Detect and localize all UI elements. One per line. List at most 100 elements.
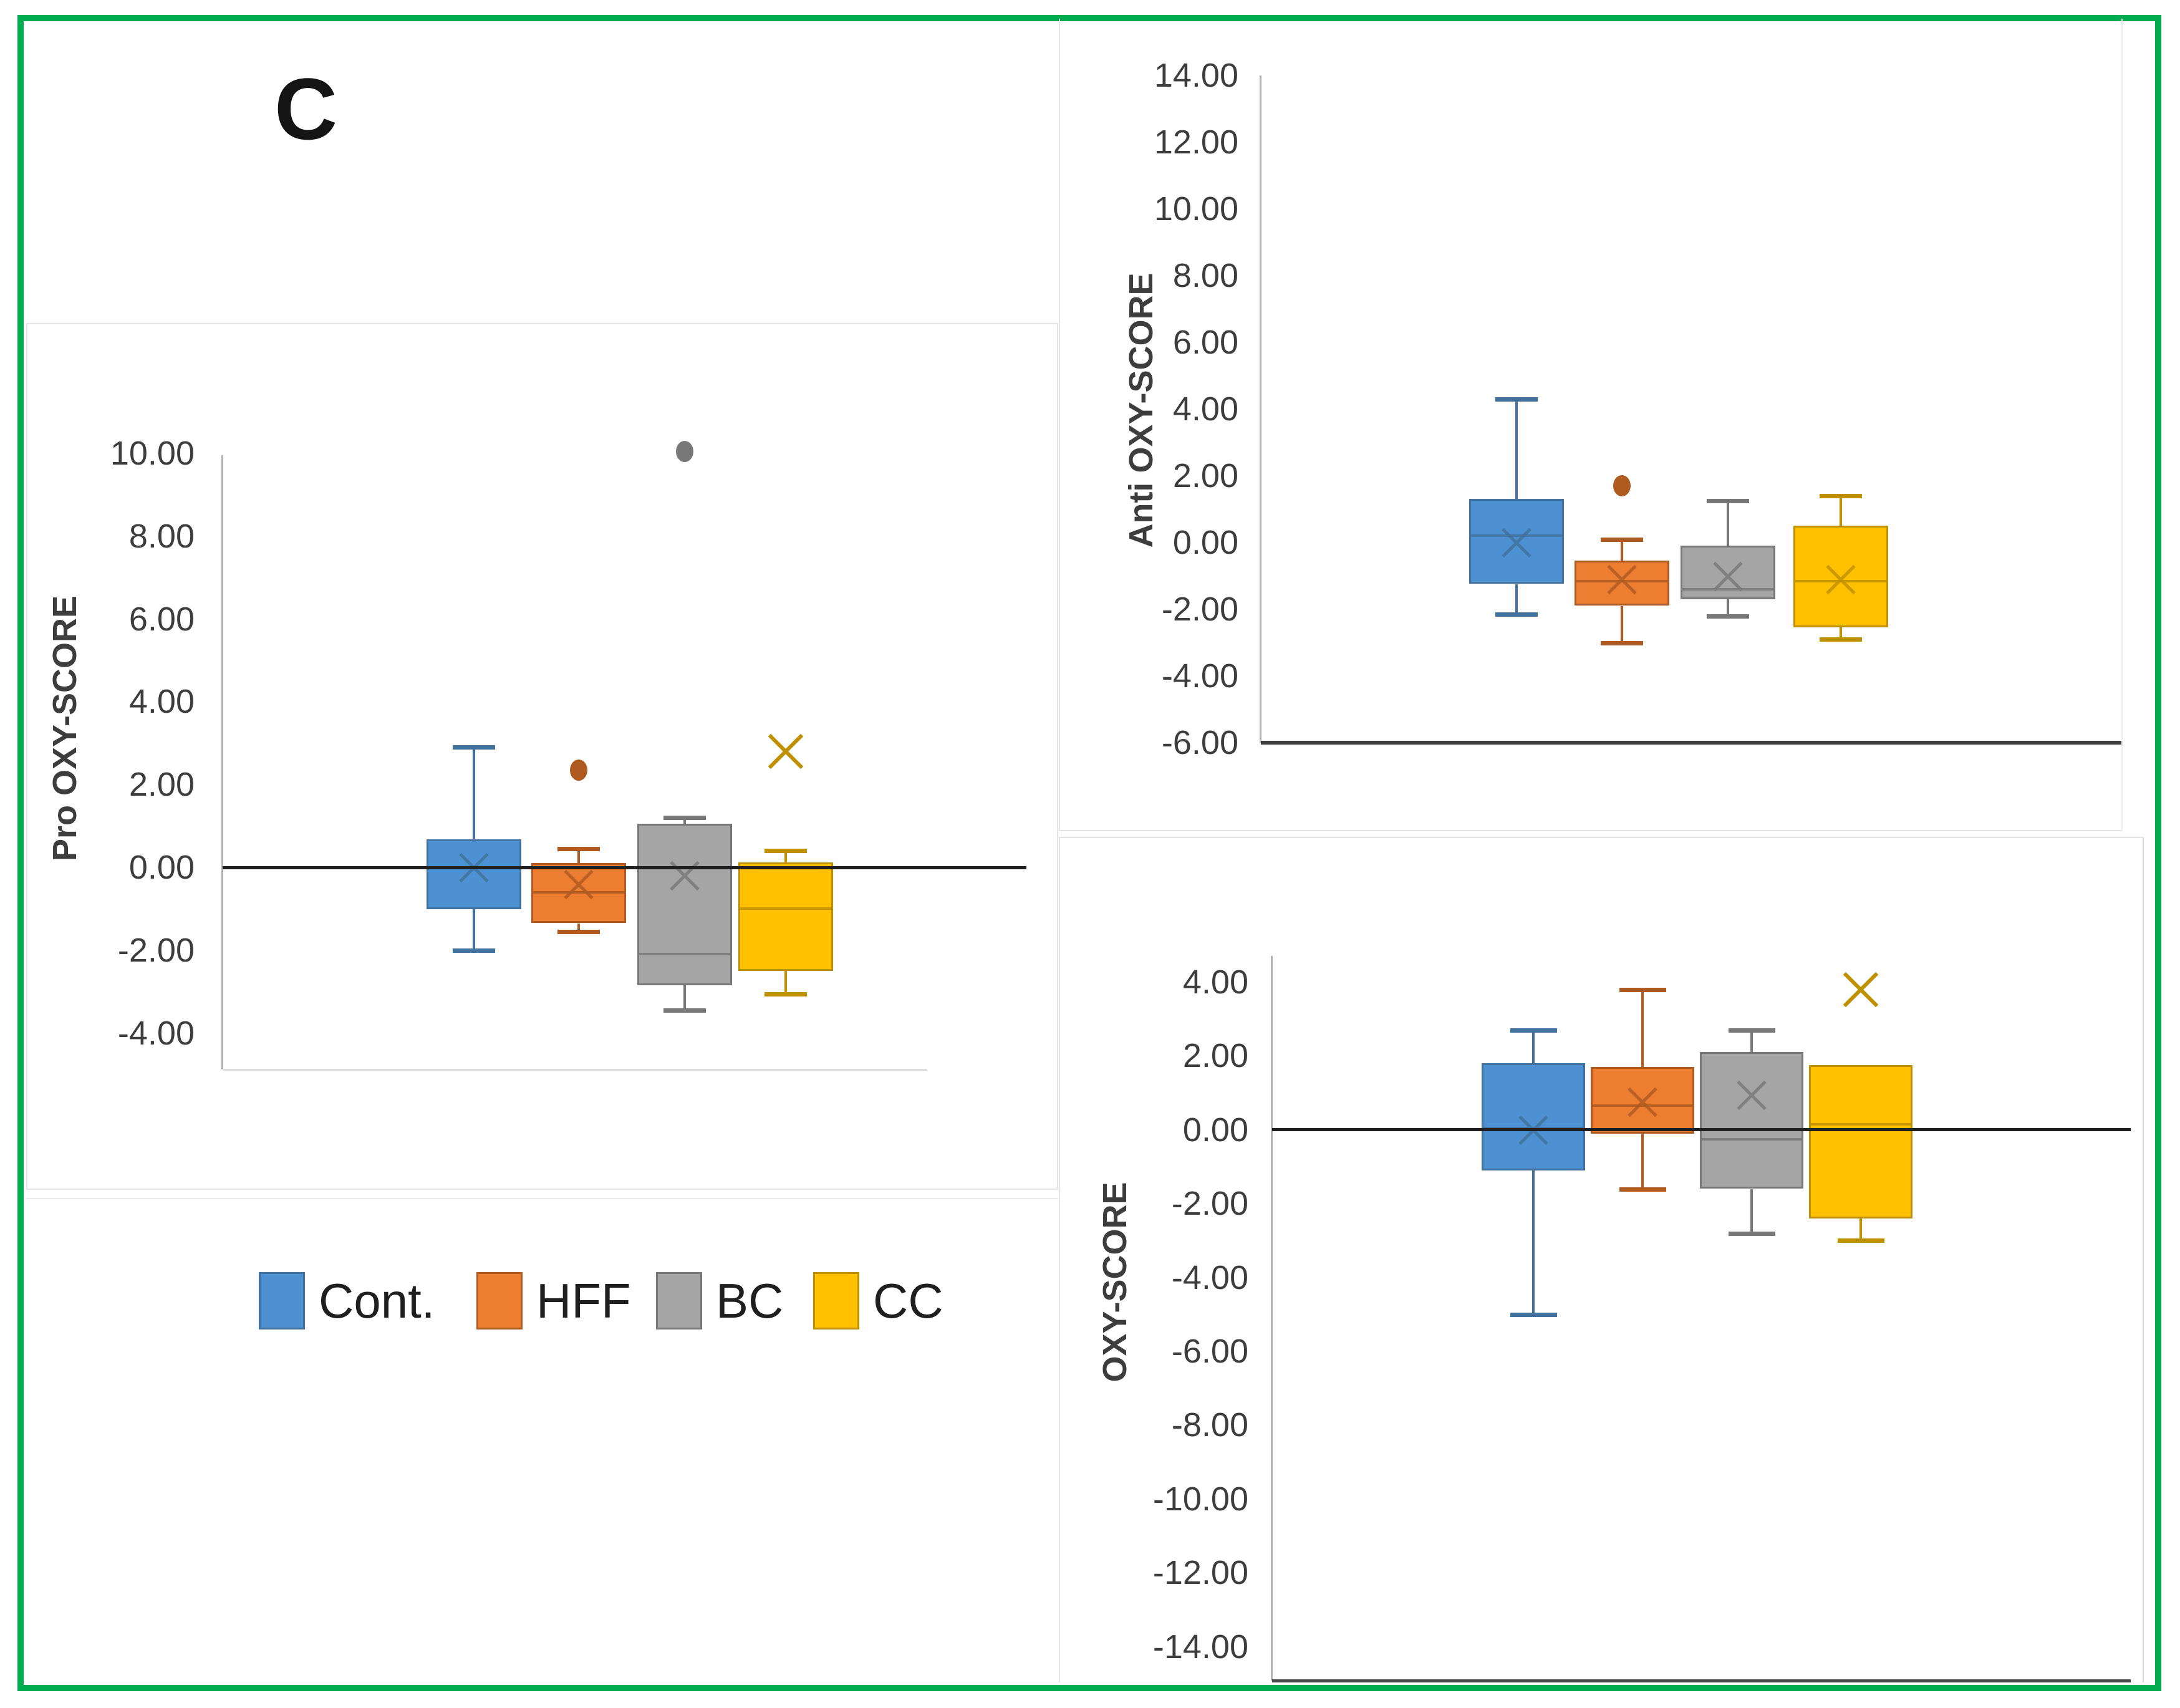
y-tick-label: -4.00 <box>117 1015 195 1052</box>
zero-line-pro <box>223 866 1026 869</box>
figure-border <box>17 15 2161 1691</box>
y-tick-label: -14.00 <box>1152 1628 1248 1666</box>
y-tick-label: -2.00 <box>1171 1185 1248 1222</box>
whisker-cap-low <box>764 992 807 996</box>
whisker-cap-high <box>1729 1028 1775 1033</box>
outlier-dot-marker <box>1613 475 1631 496</box>
box-Cont. <box>1482 1063 1585 1170</box>
y-tick-label: 10.00 <box>1154 190 1238 228</box>
whisker-line-low <box>1621 606 1623 643</box>
whisker-cap-high <box>1820 494 1862 498</box>
axis-title-anti: Anti OXY-SCORE <box>1122 273 1160 548</box>
y-tick-label: -4.00 <box>1161 657 1238 695</box>
median-line <box>1682 588 1773 591</box>
mean-x-marker <box>665 856 704 895</box>
left-divider-line <box>26 1198 1058 1199</box>
bottom-right-chart-panel <box>1059 837 2144 1682</box>
whisker-line-high <box>1641 990 1644 1067</box>
whisker-line-high <box>1750 1030 1753 1053</box>
whisker-cap-low <box>1495 612 1538 617</box>
y-tick-label: 2.00 <box>1182 1037 1248 1074</box>
median-line <box>1593 1104 1692 1107</box>
whisker-line-low <box>784 971 787 994</box>
whisker-line-low <box>1859 1218 1862 1241</box>
whisker-cap-low <box>1707 614 1749 619</box>
axis-title-pro: Pro OXY-SCORE <box>46 595 84 862</box>
y-tick-label: 4.00 <box>1182 963 1248 1001</box>
legend-label: HFF <box>536 1273 631 1328</box>
whisker-cap-low <box>1619 1187 1666 1192</box>
outlier-dot-marker <box>676 441 693 462</box>
legend-swatch-HFF <box>476 1272 523 1329</box>
mean-x-marker <box>1709 557 1747 596</box>
whisker-cap-high <box>557 847 600 851</box>
outlier-x-marker <box>1838 967 1884 1013</box>
y-axis-line-pro <box>221 455 223 1069</box>
legend-swatch-BC <box>656 1272 702 1329</box>
whisker-line-high <box>577 849 580 863</box>
y-axis-line-anti <box>1260 75 1261 743</box>
top-right-chart-panel <box>1059 19 2123 831</box>
box-BC <box>1700 1052 1803 1189</box>
median-line <box>1811 1123 1911 1126</box>
whisker-cap-low <box>453 948 495 953</box>
median-line <box>1471 534 1562 537</box>
y-tick-label: 10.00 <box>110 435 195 472</box>
whisker-line-low <box>577 924 580 932</box>
y-tick-label: -2.00 <box>117 932 195 969</box>
whisker-line-low <box>1750 1189 1753 1233</box>
mean-x-marker <box>559 865 598 904</box>
mean-x-marker <box>1497 523 1536 562</box>
box-BC <box>637 824 732 985</box>
whisker-cap-high <box>663 816 706 820</box>
whisker-line-high <box>1621 539 1623 561</box>
y-tick-label: -4.00 <box>1171 1259 1248 1296</box>
y-tick-label: 2.00 <box>1172 457 1238 495</box>
whisker-line-low <box>473 909 475 950</box>
legend-label: Cont. <box>319 1273 435 1328</box>
box-CC <box>1809 1065 1912 1218</box>
outlier-x-marker <box>763 728 809 774</box>
whisker-line-low <box>1641 1134 1644 1189</box>
box-Cont. <box>427 839 521 909</box>
y-axis-line-oxy <box>1271 956 1273 1681</box>
y-tick-label: 8.00 <box>1172 257 1238 294</box>
y-tick-label: -6.00 <box>1161 724 1238 761</box>
whisker-cap-high <box>1495 397 1538 402</box>
whisker-cap-low <box>663 1008 706 1013</box>
left-chart-panel <box>26 323 1058 1190</box>
axis-title-oxy: OXY-SCORE <box>1096 1182 1134 1382</box>
y-tick-label: 8.00 <box>128 518 195 555</box>
mean-x-marker <box>1603 560 1641 599</box>
legend-swatch-CC <box>813 1272 859 1329</box>
whisker-line-low <box>1840 627 1842 639</box>
y-tick-label: 6.00 <box>1172 324 1238 361</box>
legend-swatch-Cont <box>259 1272 305 1329</box>
whisker-cap-high <box>1707 499 1749 503</box>
whisker-cap-low <box>1729 1232 1775 1236</box>
whisker-cap-high <box>1601 538 1643 542</box>
x-axis-baseline-pro <box>223 1069 927 1071</box>
whisker-line-high <box>1515 399 1518 499</box>
y-tick-label: 0.00 <box>128 849 195 886</box>
whisker-cap-high <box>453 745 495 750</box>
median-line <box>639 953 730 955</box>
whisker-cap-low <box>1510 1313 1557 1317</box>
x-axis-baseline-oxy <box>1272 1679 2131 1682</box>
y-tick-label: -12.00 <box>1152 1554 1248 1591</box>
mean-x-marker <box>1821 560 1860 599</box>
y-tick-label: 4.00 <box>128 683 195 720</box>
y-tick-label: -8.00 <box>1171 1406 1248 1444</box>
y-tick-label: 4.00 <box>1172 390 1238 428</box>
whisker-line-low <box>683 985 686 1010</box>
y-tick-label: 14.00 <box>1154 57 1238 94</box>
legend-label: BC <box>716 1273 784 1328</box>
outlier-dot-marker <box>570 760 587 781</box>
x-axis-baseline-anti <box>1261 741 2121 745</box>
zero-line-oxy <box>1272 1128 2131 1131</box>
whisker-line-high <box>683 818 686 824</box>
legend-label: CC <box>873 1273 943 1328</box>
median-line <box>533 891 624 894</box>
y-tick-label: 12.00 <box>1154 123 1238 161</box>
